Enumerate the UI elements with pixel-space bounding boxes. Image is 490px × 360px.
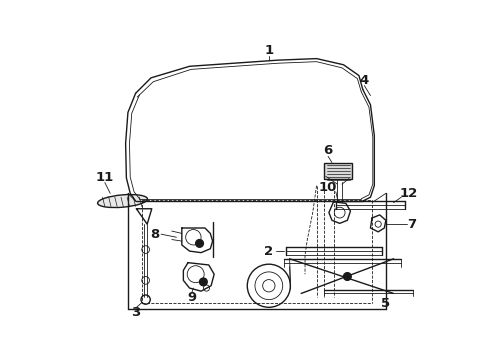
Circle shape <box>343 273 351 280</box>
Text: 12: 12 <box>400 187 418 200</box>
Text: 8: 8 <box>150 228 160 240</box>
Text: 6: 6 <box>323 144 333 157</box>
Text: 5: 5 <box>381 297 391 310</box>
Text: 1: 1 <box>264 44 273 57</box>
Text: 4: 4 <box>360 74 369 87</box>
Text: 11: 11 <box>96 171 114 184</box>
Text: 3: 3 <box>131 306 140 319</box>
Circle shape <box>196 239 203 247</box>
Text: 10: 10 <box>319 181 337 194</box>
Text: 7: 7 <box>408 218 416 231</box>
Text: 9: 9 <box>187 291 196 304</box>
Circle shape <box>199 278 207 286</box>
Bar <box>324 163 352 180</box>
Text: 2: 2 <box>264 244 273 258</box>
Ellipse shape <box>98 194 147 208</box>
